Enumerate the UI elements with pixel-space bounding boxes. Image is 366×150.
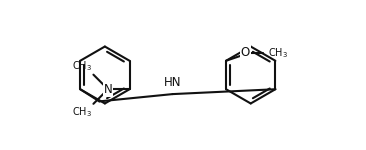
Text: N: N xyxy=(104,83,112,96)
Text: CH$_3$: CH$_3$ xyxy=(72,59,92,73)
Text: O: O xyxy=(240,46,250,59)
Text: HN: HN xyxy=(164,76,181,89)
Text: CH$_3$: CH$_3$ xyxy=(72,106,92,119)
Text: CH$_3$: CH$_3$ xyxy=(268,46,288,60)
